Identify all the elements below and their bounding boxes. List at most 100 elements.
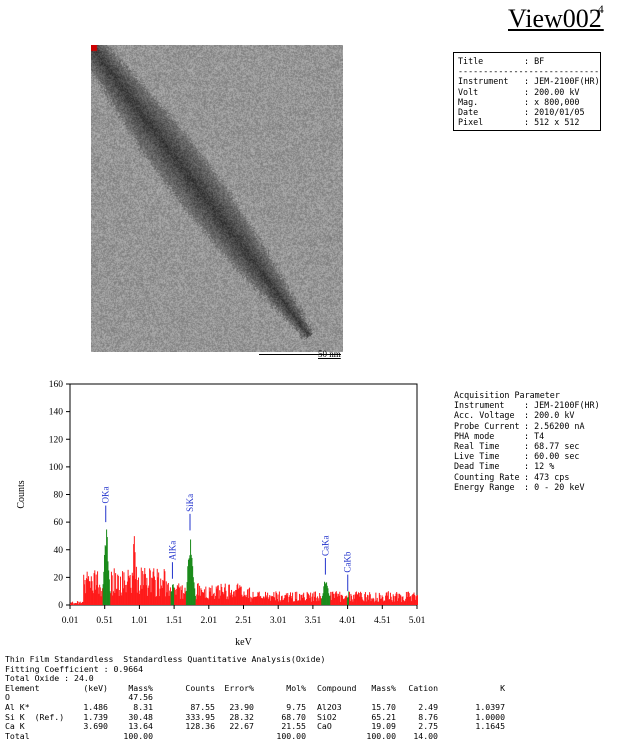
info-row: Instrument: JEM-2100F(HR) bbox=[458, 76, 600, 87]
spectrum-bar bbox=[183, 593, 185, 605]
spectrum-bar bbox=[344, 598, 346, 605]
spectrum-bar bbox=[314, 596, 316, 605]
spectrum-bar bbox=[140, 585, 142, 605]
spectrum-bar bbox=[144, 573, 146, 605]
spectrum-bar bbox=[312, 593, 314, 605]
spectrum-bar bbox=[125, 592, 127, 605]
spectrum-bar bbox=[101, 588, 103, 605]
spectrum-bar bbox=[368, 595, 370, 605]
analysis-row: Si K (Ref.) 1.739 30.48 333.95 28.32 68.70 SiO… bbox=[5, 711, 565, 723]
spectrum-bar bbox=[122, 588, 124, 605]
spectrum-bar bbox=[219, 595, 221, 605]
spectrum-bar bbox=[135, 579, 137, 605]
analysis-cell: 23.90 bbox=[229, 701, 254, 712]
spectrum-bar bbox=[293, 600, 295, 605]
spectrum-bar bbox=[267, 592, 269, 605]
spectrum-bar bbox=[342, 598, 344, 605]
spectrum-bar bbox=[219, 590, 221, 605]
acquisition-row: Instrument: JEM-2100F(HR) bbox=[454, 400, 600, 411]
spectrum-bar bbox=[223, 594, 225, 605]
spectrum-bar bbox=[401, 602, 403, 605]
y-tick-label: 100 bbox=[49, 463, 64, 473]
spectrum-bar bbox=[397, 593, 399, 605]
analysis-column-header: K bbox=[500, 682, 505, 693]
acquisition-row: PHA mode: T4 bbox=[454, 430, 545, 441]
spectrum-bar bbox=[231, 597, 233, 605]
spectrum-bar bbox=[254, 596, 256, 605]
spectrum-bar bbox=[363, 601, 365, 605]
spectrum-bar bbox=[280, 601, 282, 605]
spectrum-bar bbox=[107, 561, 109, 605]
spectrum-bar bbox=[299, 600, 301, 605]
spectrum-bar bbox=[208, 587, 210, 605]
spectrum-bar bbox=[111, 575, 113, 605]
spectrum-bar bbox=[337, 593, 339, 605]
spectrum-bar bbox=[244, 595, 246, 605]
spectrum-bar bbox=[151, 577, 153, 605]
spectrum-bar bbox=[404, 600, 406, 605]
spectrum-bar bbox=[106, 537, 108, 605]
spectrum-bar bbox=[161, 588, 163, 605]
spectrum-bar bbox=[412, 593, 414, 605]
spectrum-bar bbox=[230, 592, 232, 605]
spectrum-bar bbox=[101, 591, 103, 605]
analysis-cell: 2.75 bbox=[418, 721, 438, 732]
acquisition-value: 60.00 sec bbox=[534, 451, 580, 462]
y-tick-label: 120 bbox=[49, 435, 64, 445]
x-tick-label: 1.01 bbox=[131, 616, 148, 626]
spectrum-bar bbox=[278, 601, 280, 605]
spectrum-bar bbox=[103, 571, 105, 605]
spectrum-bar bbox=[99, 587, 101, 605]
spectrum-bar bbox=[222, 592, 224, 605]
spectrum-bar bbox=[321, 595, 323, 605]
spectrum-bar bbox=[318, 600, 320, 605]
spectrum-bar bbox=[417, 595, 418, 605]
spectrum-bar bbox=[88, 581, 90, 605]
spectrum-bar bbox=[405, 598, 407, 605]
spectrum-bar bbox=[81, 603, 83, 605]
peak-label: CaKa bbox=[320, 536, 330, 557]
spectrum-bar bbox=[277, 594, 279, 605]
spectrum-bar bbox=[217, 585, 219, 605]
spectrum-bar bbox=[110, 593, 112, 605]
spectrum-bar bbox=[342, 595, 344, 605]
acquisition-label: Energy Range bbox=[454, 481, 515, 492]
spectrum-bar bbox=[350, 593, 352, 605]
spectrum-bar bbox=[228, 584, 230, 605]
spectrum-bar bbox=[72, 601, 74, 605]
analysis-cell: SiO2 bbox=[317, 711, 337, 722]
analysis-cell: Al2O3 bbox=[317, 701, 342, 712]
spectrum-bar bbox=[121, 595, 123, 605]
analysis-column-header: Counts bbox=[185, 682, 215, 693]
spectrum-bar bbox=[326, 582, 328, 605]
spectrum-bar bbox=[98, 593, 100, 605]
spectrum-bar bbox=[235, 590, 237, 605]
spectrum-bar bbox=[169, 590, 171, 605]
spectrum-bar bbox=[353, 598, 355, 605]
spectrum-bar bbox=[203, 592, 205, 605]
x-tick-label: 4.01 bbox=[339, 616, 356, 626]
spectrum-bar bbox=[108, 570, 110, 605]
spectrum-bar bbox=[353, 594, 355, 605]
spectrum-bar bbox=[100, 596, 102, 605]
spectrum-bar bbox=[129, 574, 131, 605]
spectrum-bar bbox=[262, 596, 264, 605]
spectrum-bar bbox=[338, 595, 340, 605]
spectrum-bar bbox=[144, 567, 146, 605]
info-value: 512 x 512 bbox=[534, 117, 580, 128]
spectrum-bar bbox=[328, 595, 330, 605]
spectrum-bar bbox=[378, 601, 380, 605]
spectrum-bar bbox=[390, 596, 392, 605]
spectrum-bar bbox=[128, 575, 130, 605]
spectrum-bar bbox=[281, 595, 283, 605]
info-label: Date bbox=[458, 107, 479, 118]
acquisition-value: 12 % bbox=[534, 461, 555, 472]
spectrum-bar bbox=[288, 596, 290, 605]
spectrum-bar bbox=[267, 599, 269, 605]
spectrum-bar bbox=[116, 588, 118, 605]
spectrum-bar bbox=[283, 598, 285, 605]
spectrum-bar bbox=[210, 596, 212, 605]
spectrum-bar bbox=[245, 594, 247, 605]
spectrum-bar bbox=[160, 585, 162, 605]
analysis-column-header: Element bbox=[5, 682, 40, 693]
